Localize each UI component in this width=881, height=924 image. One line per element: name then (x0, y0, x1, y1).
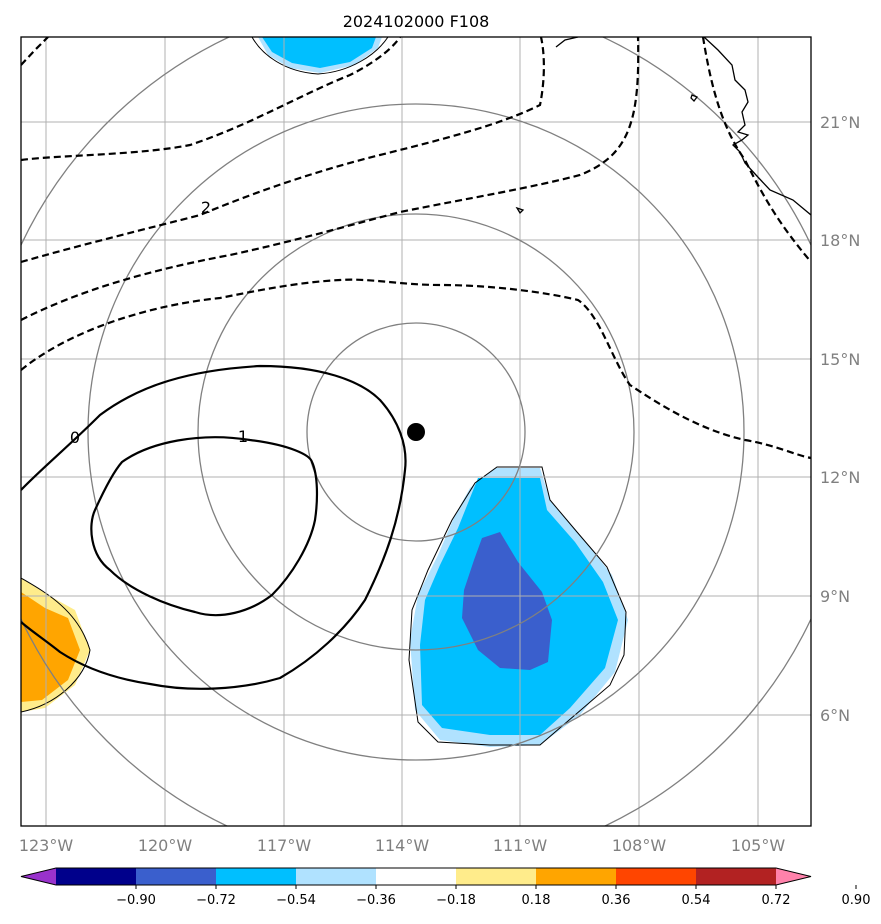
contour-label: 2 (201, 198, 211, 217)
colorbar-bin (456, 868, 537, 885)
y-tick-labels: 6°N 9°N 12°N 15°N 18°N 21°N (820, 113, 860, 725)
chart-title: 2024102000 F108 (343, 12, 490, 31)
colorbar-bin (296, 868, 377, 885)
colorbar-bin (56, 868, 137, 885)
coastline (515, 37, 811, 216)
map-frame (20, 36, 812, 827)
colorbar-extend-high (776, 868, 811, 885)
range-rings (21, 37, 811, 826)
shading-south-patch (408, 466, 628, 747)
colorbar: −0.90 −0.72 −0.54 −0.36 −0.18 0.18 0.36 0.54 0.7… (20, 867, 871, 908)
colorbar-outline (20, 867, 812, 886)
gridlines (21, 37, 811, 826)
y-tick-label: 12°N (820, 468, 860, 487)
colorbar-bin (696, 868, 777, 885)
x-tick-label: 114°W (375, 836, 430, 855)
colorbar-tick-label: −0.54 (276, 893, 316, 908)
colorbar-tick-label: 0.72 (762, 893, 791, 908)
x-tick-label: 117°W (257, 836, 312, 855)
colorbar-bin (376, 868, 457, 885)
colorbar-tick-label: −0.90 (116, 893, 156, 908)
solid-contours (21, 364, 407, 690)
map-area: 0 1 2 (21, 37, 811, 826)
colorbar-bin (216, 868, 297, 885)
colorbar-tick-label: 0.90 (842, 893, 871, 908)
colorbar-extend-low (21, 868, 56, 885)
colorbar-tick-label: −0.36 (356, 893, 396, 908)
x-tick-labels: 123°W 120°W 117°W 114°W 111°W 108°W 105°… (19, 836, 786, 855)
x-tick-label: 111°W (493, 836, 548, 855)
contour-label: 0 (70, 428, 80, 447)
colorbar-tick-label: −0.72 (196, 893, 236, 908)
y-tick-label: 6°N (820, 706, 850, 725)
y-tick-label: 18°N (820, 231, 860, 250)
x-tick-label: 105°W (731, 836, 786, 855)
colorbar-tick-label: 0.18 (522, 893, 551, 908)
shading-west-patch (21, 577, 91, 713)
colorbar-bin (536, 868, 617, 885)
dashed-contours (21, 37, 811, 460)
x-tick-label: 123°W (19, 836, 74, 855)
x-tick-label: 108°W (612, 836, 667, 855)
x-tick-label: 120°W (138, 836, 193, 855)
colorbar-tick-label: 0.54 (682, 893, 711, 908)
y-tick-label: 15°N (820, 350, 860, 369)
shading-north-patch (251, 37, 389, 75)
contour-label: 1 (238, 427, 248, 446)
y-tick-label: 21°N (820, 113, 860, 132)
storm-center-marker (407, 423, 425, 441)
y-tick-label: 9°N (820, 587, 850, 606)
colorbar-tick-label: 0.36 (602, 893, 631, 908)
colorbar-bin (136, 868, 217, 885)
colorbar-bin (616, 868, 697, 885)
colorbar-tick-label: −0.18 (436, 893, 476, 908)
